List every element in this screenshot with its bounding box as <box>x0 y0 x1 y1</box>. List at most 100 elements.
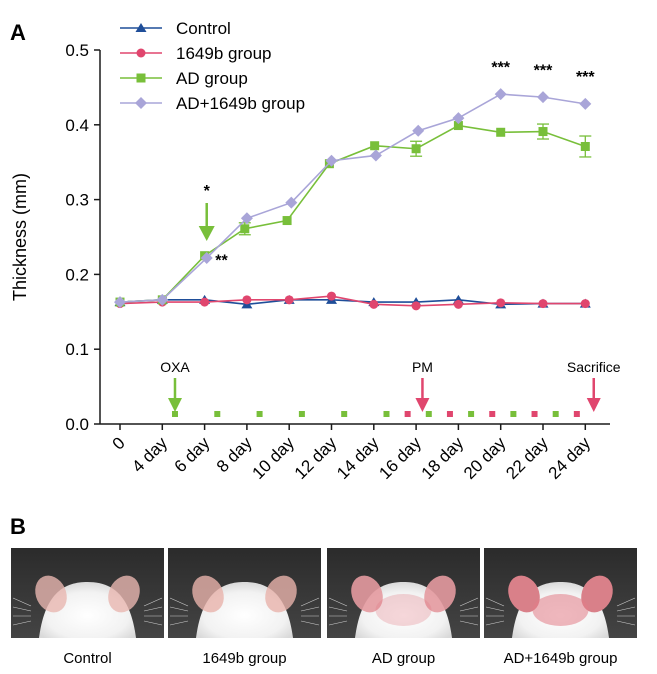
y-axis-title: Thickness (mm) <box>10 173 30 301</box>
mouse-ear-left <box>351 575 383 613</box>
data-point <box>538 127 548 137</box>
y-tick-label: 0.0 <box>65 415 89 434</box>
x-tick-label: 20 day <box>460 433 510 483</box>
oxa-dose-mark <box>341 411 348 417</box>
data-point <box>538 299 548 309</box>
oxa-dose-mark <box>256 411 263 417</box>
data-point <box>200 297 210 307</box>
legend-marker <box>136 73 146 83</box>
x-tick-label: 12 day <box>291 433 341 483</box>
legend: Control 1649b group AD group AD+1649b group <box>120 19 305 113</box>
data-point <box>369 299 379 309</box>
mouse-photo-4: AD+1649b group <box>484 548 637 667</box>
treatment-label: OXA <box>160 359 190 375</box>
x-tick-label: 22 day <box>502 433 552 483</box>
x-tick-label: 6 day <box>171 433 214 476</box>
legend-item: Control <box>120 19 231 38</box>
data-point <box>240 212 253 225</box>
mouse-ear-right <box>581 575 613 613</box>
significance-label: *** <box>576 69 595 86</box>
oxa-dose-mark <box>468 411 475 417</box>
legend-label: AD group <box>176 69 248 88</box>
skin-lesion <box>532 594 589 626</box>
oxa-dose-mark <box>214 411 221 417</box>
pm-dose-mark <box>446 411 453 417</box>
panel-a-letter: A <box>10 20 26 45</box>
oxa-dose-mark <box>298 411 305 417</box>
data-point <box>537 91 549 104</box>
data-point <box>327 291 336 301</box>
data-point <box>114 296 126 309</box>
x-tick-label: 24 day <box>545 433 595 483</box>
mouse-ear-left <box>508 575 540 613</box>
photo-label: AD+1649b group <box>504 650 618 667</box>
data-point <box>156 293 169 306</box>
x-tick-label: 14 day <box>333 433 383 483</box>
legend-item: AD group <box>120 69 248 88</box>
data-point <box>240 224 250 234</box>
data-point <box>284 295 294 305</box>
data-point <box>325 154 338 167</box>
data-point <box>242 295 252 305</box>
mouse-ear-left <box>192 575 224 613</box>
pm-dose-mark <box>531 411 538 417</box>
skin-lesion <box>375 594 432 626</box>
treatment-arrow-oxa: OXA <box>160 359 190 412</box>
data-point <box>411 301 421 311</box>
treatment-label: Sacrifice <box>567 359 621 375</box>
oxa-dose-mark <box>425 411 432 417</box>
y-tick-label: 0.2 <box>65 265 89 284</box>
series-ad-group <box>115 121 592 307</box>
treatment-arrow-sacrifice: Sacrifice <box>567 359 621 412</box>
legend-item: 1649b group <box>120 44 271 63</box>
mouse-ear-right <box>265 575 297 613</box>
x-tick-label: 16 day <box>375 433 425 483</box>
oxa-dose-mark <box>171 411 178 417</box>
data-point <box>282 216 292 226</box>
photo-label: 1649b group <box>202 650 286 667</box>
oxa-dose-mark <box>510 411 517 417</box>
legend-marker <box>135 97 147 109</box>
treatment-arrow-pm: PM <box>412 359 433 412</box>
data-point <box>411 144 421 154</box>
data-point <box>453 121 463 131</box>
significance-label: *** <box>534 62 553 79</box>
x-tick-label: 18 day <box>418 433 468 483</box>
mouse-ear-right <box>108 575 140 613</box>
significance-label: ** <box>215 252 228 269</box>
data-point <box>494 88 507 101</box>
data-point <box>370 141 380 151</box>
mouse-ear-right <box>424 575 456 613</box>
photo-label: Control <box>63 650 111 667</box>
series-1649b-group <box>115 291 590 311</box>
panel-b-letter: B <box>10 514 26 539</box>
mouse-ear-left <box>35 575 67 613</box>
data-point <box>579 97 592 110</box>
legend-marker <box>136 48 146 58</box>
mouse-photo-3: AD group <box>327 548 480 667</box>
onset-arrow <box>198 203 215 241</box>
treatment-label: PM <box>412 359 433 375</box>
pm-dose-mark <box>404 411 411 417</box>
photo-label: AD group <box>372 650 435 667</box>
x-tick-label: 10 day <box>248 433 298 483</box>
data-point <box>285 196 298 209</box>
legend-label: AD+1649b group <box>176 94 305 113</box>
legend-label: Control <box>176 19 231 38</box>
data-point <box>580 141 590 151</box>
legend-item: AD+1649b group <box>120 94 305 113</box>
series-line <box>119 295 586 307</box>
data-point <box>452 112 465 125</box>
photo-panel: Control 1649b group AD group AD+1649b group <box>11 548 637 667</box>
y-tick-label: 0.4 <box>65 116 89 135</box>
data-point <box>496 127 506 137</box>
data-point <box>412 124 425 137</box>
pm-dose-mark <box>573 411 580 417</box>
y-tick-label: 0.1 <box>65 340 89 359</box>
series-line <box>119 124 586 303</box>
data-point <box>580 299 590 309</box>
y-tick-label: 0.3 <box>65 191 89 210</box>
oxa-dose-mark <box>552 411 559 417</box>
